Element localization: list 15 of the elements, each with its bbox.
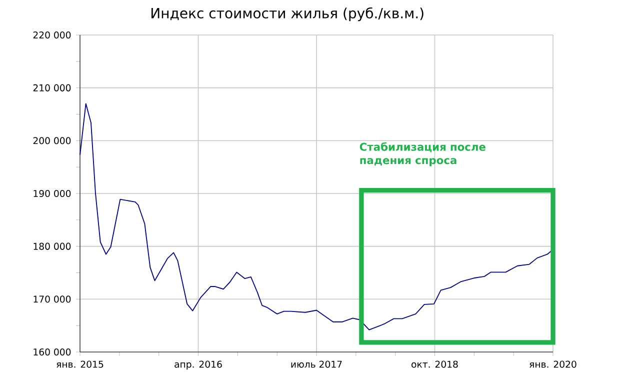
x-tick-label: окт. 2018: [412, 360, 458, 368]
y-tick-label: 180 000: [34, 242, 71, 250]
y-tick-label: 160 000: [34, 348, 71, 356]
x-tick-label: июль 2017: [291, 360, 342, 368]
line-series: [80, 103, 554, 330]
annotation: Стабилизация после падения спроса: [360, 142, 486, 166]
x-tick-label: апр. 2016: [174, 360, 222, 370]
y-tick-label: 210 000: [33, 84, 71, 92]
x-tick-label: янв. 2020: [530, 360, 576, 368]
y-tick-label: 190 000: [34, 190, 71, 198]
chart-title: Индекс стоимости жилья (руб./кв.м.): [152, 7, 424, 22]
x-tick-label: янв. 2015: [56, 360, 104, 368]
y-tick-label: 220 000: [33, 31, 71, 39]
y-tick-label: 200 000: [33, 137, 71, 144]
y-tick-label: 170 000: [34, 296, 71, 303]
